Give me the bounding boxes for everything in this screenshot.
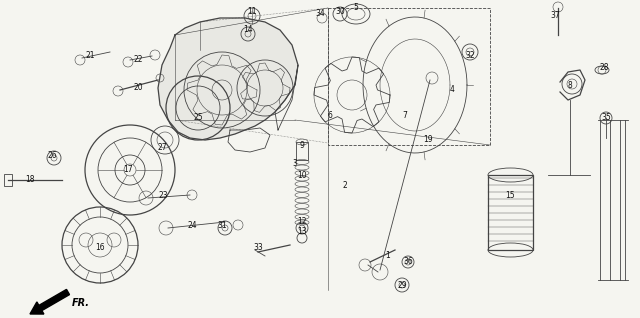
Text: 23: 23 (158, 190, 168, 199)
Text: 30: 30 (335, 8, 345, 17)
Text: 12: 12 (297, 218, 307, 226)
Text: 7: 7 (403, 110, 408, 120)
Text: 26: 26 (47, 150, 57, 160)
Text: 21: 21 (85, 51, 95, 59)
Text: 37: 37 (550, 10, 560, 19)
Text: 15: 15 (505, 190, 515, 199)
Text: 32: 32 (465, 51, 475, 59)
Text: 14: 14 (243, 25, 253, 34)
Text: 3: 3 (292, 158, 298, 168)
Text: 17: 17 (123, 165, 133, 175)
Text: 35: 35 (601, 114, 611, 122)
Text: 28: 28 (599, 64, 609, 73)
Text: 11: 11 (247, 8, 257, 17)
Text: 16: 16 (95, 244, 105, 252)
Text: 24: 24 (187, 220, 197, 230)
Text: 36: 36 (403, 258, 413, 266)
Bar (328, 8, 490, 145)
Text: 19: 19 (423, 135, 433, 144)
Bar (488, 175, 533, 250)
Text: 20: 20 (133, 84, 143, 93)
Text: 8: 8 (568, 80, 572, 89)
FancyArrow shape (30, 289, 70, 314)
Text: 6: 6 (328, 110, 332, 120)
Text: 18: 18 (25, 176, 35, 184)
Bar (4, 174, 12, 186)
Text: 25: 25 (193, 114, 203, 122)
Text: 33: 33 (253, 244, 263, 252)
Text: 27: 27 (157, 143, 167, 153)
Text: 4: 4 (449, 86, 454, 94)
Text: 34: 34 (315, 10, 325, 18)
Text: 10: 10 (297, 170, 307, 179)
Text: 9: 9 (300, 141, 305, 149)
Text: 29: 29 (397, 280, 407, 289)
Polygon shape (158, 18, 298, 140)
Text: FR.: FR. (72, 298, 90, 308)
Text: 13: 13 (297, 227, 307, 237)
Text: 22: 22 (133, 56, 143, 65)
Bar (296, 142, 308, 160)
Text: 5: 5 (353, 3, 358, 12)
Text: 1: 1 (386, 251, 390, 259)
Text: 31: 31 (217, 220, 227, 230)
Text: 2: 2 (342, 181, 348, 190)
